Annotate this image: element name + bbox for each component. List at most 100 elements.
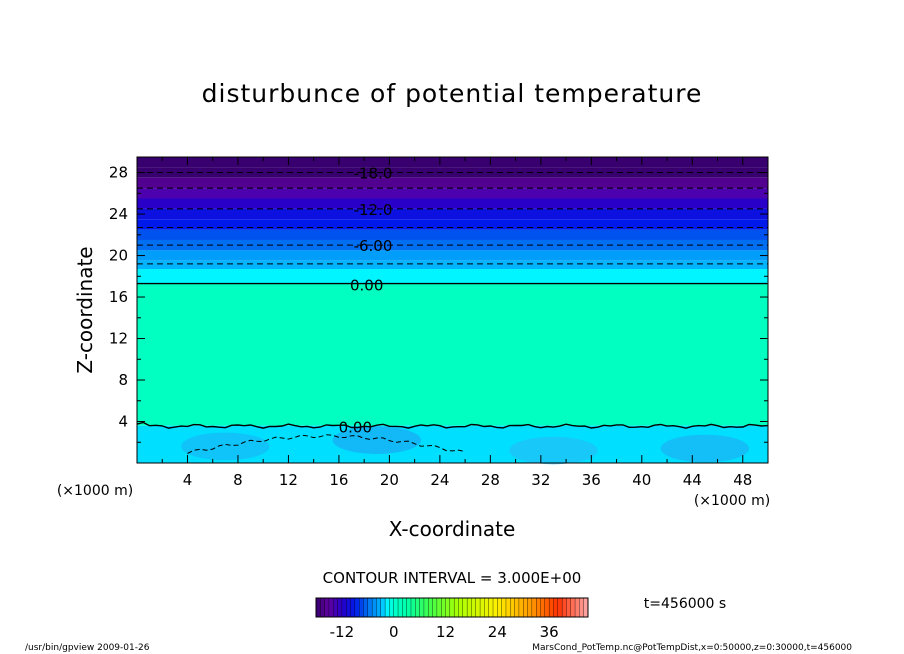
colorbar-segment — [548, 597, 554, 618]
colorbar-segment — [333, 597, 339, 618]
colorbar-segment — [393, 597, 399, 618]
contour-label: 0.00 — [350, 277, 383, 295]
colorbar-segment — [380, 597, 386, 618]
footer-left: /usr/bin/gpview 2009-01-26 — [25, 643, 150, 653]
contour-label: -12.0 — [354, 201, 393, 219]
colorbar-tick-labels: -12 0 12 24 36 — [330, 623, 559, 641]
x-tick-label: 36 — [582, 471, 601, 489]
color-band — [137, 208, 768, 220]
colorbar-segment — [570, 597, 576, 618]
chart-title: disturbunce of potential temperature — [202, 79, 703, 108]
x-tick-label: 24 — [430, 471, 449, 489]
colorbar-frame — [315, 597, 589, 618]
colorbar-segment — [337, 597, 343, 618]
x-tick-label: 16 — [329, 471, 348, 489]
colorbar-segment — [423, 597, 429, 618]
plot-area: -18.0-12.0-6.000.000.00 4 8 12 16 20 24 28 32 36… — [109, 156, 769, 489]
colorbar-segment — [428, 597, 434, 618]
colorbar-segment — [475, 597, 481, 618]
colorbar-segment — [540, 597, 546, 618]
y-tick-label: 24 — [109, 205, 128, 223]
colorbar-segment — [384, 597, 390, 618]
colorbar-segment — [531, 597, 537, 618]
contour-label: 0.00 — [339, 419, 372, 437]
x-tick-label: 40 — [632, 471, 651, 489]
time-label: t=456000 s — [644, 596, 726, 612]
colorbar-segment — [462, 597, 468, 618]
x-unit-right: (×1000 m) — [694, 493, 770, 509]
colorbar-segment — [497, 597, 503, 618]
disturbance-patch — [181, 432, 270, 461]
colorbar — [315, 597, 589, 618]
disturbance-patch — [660, 434, 750, 463]
footer-right: MarsCond_PotTemp.nc@PotTempDist,x=0:5000… — [532, 643, 852, 653]
contour-label: -6.00 — [354, 237, 393, 255]
colorbar-segment — [561, 597, 567, 618]
colorbar-segment — [527, 597, 533, 618]
colorbar-segment — [574, 597, 580, 618]
y-tick-label: 16 — [109, 288, 128, 306]
colorbar-segment — [376, 597, 382, 618]
colorbar-segment — [544, 597, 550, 618]
colorbar-segment — [471, 597, 477, 618]
colorbar-segment — [458, 597, 464, 618]
zero-contour-lower — [136, 421, 769, 429]
x-axis-label: X-coordinate — [389, 517, 516, 541]
color-band — [137, 188, 768, 199]
colorbar-segment — [441, 597, 446, 618]
colorbar-segment — [389, 597, 395, 618]
color-band — [137, 269, 768, 284]
colorbar-segment — [315, 597, 321, 618]
colorbar-segment — [415, 597, 421, 618]
x-tick-label: 44 — [683, 471, 702, 489]
y-tick-label: 8 — [118, 371, 128, 389]
colorbar-segment — [410, 597, 416, 618]
colorbar-tick-label: 24 — [488, 623, 507, 641]
surface-disturbance-patches — [181, 426, 750, 465]
dashed-contour-surface — [187, 434, 466, 454]
y-tick-label: 28 — [109, 164, 128, 182]
color-bands — [137, 157, 768, 463]
colorbar-segment — [501, 597, 507, 618]
color-band — [137, 177, 768, 189]
x-tick-label: 48 — [733, 471, 752, 489]
colorbar-tick-label: 36 — [540, 623, 559, 641]
colorbar-segment — [346, 597, 352, 618]
colorbar-segment — [449, 597, 455, 618]
y-tick-label: 12 — [109, 330, 128, 348]
color-band — [137, 157, 768, 168]
colorbar-segment — [523, 597, 529, 618]
color-band — [137, 219, 768, 230]
colorbar-segment — [436, 597, 442, 618]
x-tick-label: 12 — [279, 471, 298, 489]
colorbar-segment — [341, 597, 347, 618]
contour-interval-label: CONTOUR INTERVAL = 3.000E+00 — [323, 569, 582, 587]
colorbar-segment — [445, 597, 451, 618]
colorbar-segment — [505, 597, 511, 618]
colorbar-segment — [320, 597, 326, 618]
x-unit-left: (×1000 m) — [57, 483, 133, 499]
y-tick-label: 20 — [109, 247, 128, 265]
x-tick-label: 20 — [380, 471, 399, 489]
colorbar-segment — [579, 597, 585, 618]
colorbar-tick-label: 12 — [436, 623, 455, 641]
y-axis-label: Z-coordinate — [73, 246, 97, 373]
x-tick-label: 8 — [233, 471, 243, 489]
colorbar-segment — [553, 597, 559, 618]
color-band — [137, 283, 768, 426]
x-tick-label: 32 — [531, 471, 550, 489]
colorbar-segment — [419, 597, 425, 618]
colorbar-segment — [488, 597, 494, 618]
colorbar-segment — [367, 597, 373, 618]
disturbance-patch — [509, 436, 598, 465]
colorbar-tick-label: -12 — [330, 623, 355, 641]
colorbar-segment — [492, 597, 498, 618]
colorbar-segment — [484, 597, 490, 618]
colorbar-segment — [432, 597, 438, 618]
colorbar-segment — [328, 597, 334, 618]
colorbar-segment — [354, 597, 360, 618]
color-band — [137, 229, 768, 240]
colorbar-segment — [358, 597, 364, 618]
